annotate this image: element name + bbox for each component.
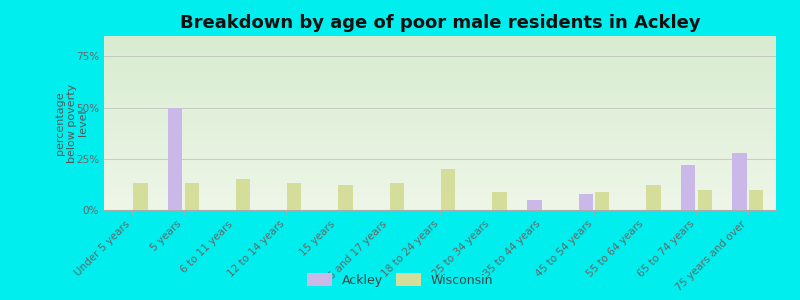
Bar [287,183,302,210]
Bar [732,153,746,210]
Bar [168,108,182,210]
Bar [390,183,404,210]
Bar [681,165,695,210]
Bar [749,190,763,210]
Bar [578,194,593,210]
Bar [338,185,353,210]
Bar [236,179,250,210]
Legend: Ackley, Wisconsin: Ackley, Wisconsin [303,270,497,291]
Title: Breakdown by age of poor male residents in Ackley: Breakdown by age of poor male residents … [180,14,700,32]
Bar [492,192,506,210]
Bar [646,185,661,210]
Bar [595,192,610,210]
Bar [698,190,712,210]
Y-axis label: percentage
below poverty
level: percentage below poverty level [55,83,89,163]
Bar [441,169,455,210]
Bar [527,200,542,210]
Bar [134,183,148,210]
Bar [185,183,199,210]
